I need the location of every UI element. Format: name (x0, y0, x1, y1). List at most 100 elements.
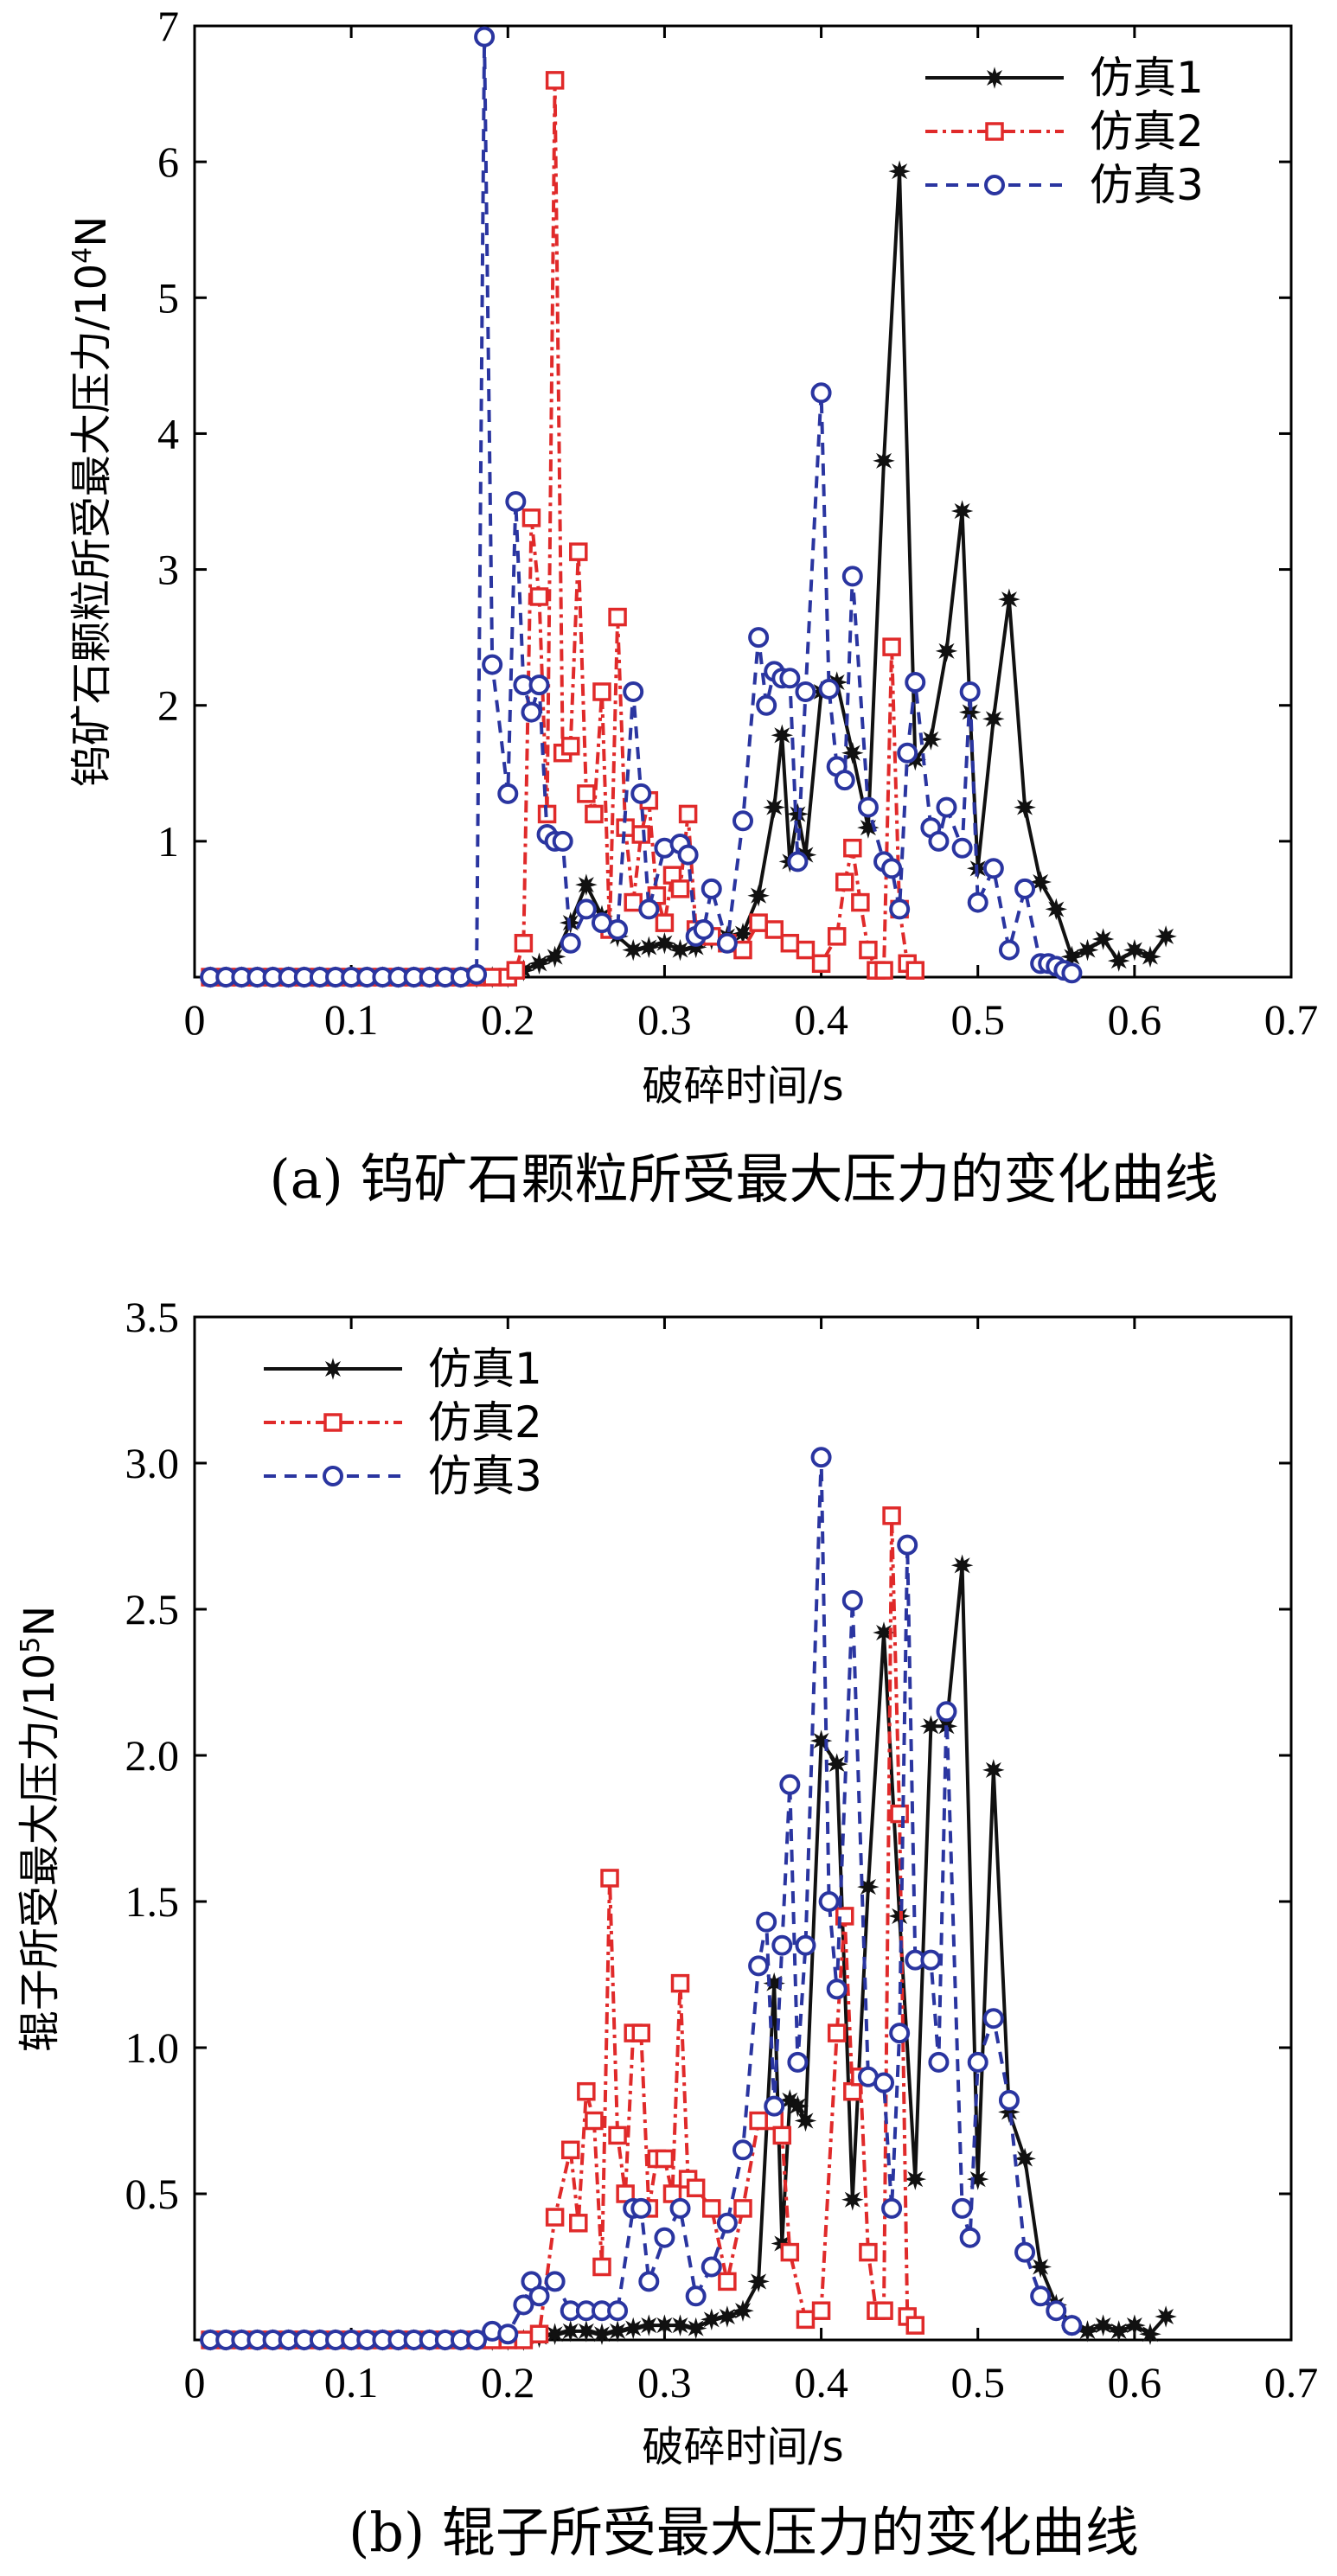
y-axis-label-b: 辊子所受最大压力/105N (16, 1606, 65, 2052)
data-point (841, 566, 863, 587)
x-tick-label: 0.5 (950, 2358, 1005, 2407)
data-point (747, 2270, 770, 2293)
y-axis-label-exp-a: 4 (67, 247, 98, 264)
data-point (668, 938, 692, 962)
legend-entry: 仿真3 (1090, 160, 1204, 210)
data-point (1091, 2314, 1115, 2336)
data-point (592, 682, 611, 701)
data-point (670, 879, 690, 898)
data-point (998, 588, 1020, 610)
data-point (827, 2023, 847, 2042)
data-point (591, 2323, 613, 2345)
data-point (577, 784, 596, 803)
data-point (622, 938, 644, 962)
data-point (881, 858, 903, 879)
data-point (622, 2317, 644, 2340)
y-tick-label: 2.5 (125, 1585, 180, 1633)
y-tick-label: 3.0 (125, 1439, 180, 1487)
data-point (592, 2257, 611, 2277)
data-point (882, 637, 901, 656)
series-group-b (199, 1447, 1177, 2351)
data-point (637, 2314, 661, 2336)
data-point (982, 858, 1004, 879)
data-point (700, 878, 722, 899)
data-point (841, 2189, 864, 2211)
data-point (748, 627, 770, 649)
data-point (585, 804, 604, 824)
data-point (1014, 2241, 1036, 2263)
data-point (514, 933, 534, 953)
x-axis-label-a: 破碎时间/s (642, 1062, 843, 1110)
data-point (1045, 898, 1068, 921)
data-point (670, 1973, 690, 1993)
legend-marker (322, 1358, 344, 1380)
data-point (1030, 2285, 1052, 2307)
data-point (764, 2095, 785, 2117)
legend-entry: 仿真2 (428, 1397, 542, 1448)
legend-entry: 仿真1 (1090, 53, 1204, 103)
data-point (521, 701, 542, 723)
x-tick-label: 0.4 (794, 2358, 848, 2407)
data-point (967, 892, 988, 913)
data-point (873, 2072, 895, 2093)
series-3 (200, 26, 1083, 988)
data-point (951, 2197, 973, 2219)
data-point (959, 681, 981, 702)
data-point (998, 2089, 1020, 2111)
data-point (857, 796, 879, 818)
data-point (859, 940, 878, 960)
data-point (780, 933, 800, 953)
data-point (795, 681, 816, 702)
data-point (859, 2242, 878, 2262)
data-point (982, 2008, 1004, 2029)
y-tick-label: 1.5 (125, 1877, 180, 1926)
axes-b: 0 0.1 0.2 0.3 0.4 0.5 0.6 0.7 0.5 1.0 1.5 2.0 2.5 3.0… (125, 1293, 1319, 2407)
data-point (497, 783, 519, 804)
data-point (716, 2212, 738, 2234)
caption-a: (a) 钨矿石颗粒所受最大压力的变化曲线 (269, 1147, 1218, 1211)
data-point (716, 2305, 739, 2328)
series-1 (199, 1554, 1177, 2351)
data-point (826, 1978, 848, 2000)
y-tick-label: 0.5 (125, 2170, 180, 2218)
data-point (483, 968, 502, 987)
data-point (653, 931, 676, 955)
plot-frame-b (193, 1315, 1293, 2342)
x-tick-label: 0.6 (1108, 2358, 1162, 2407)
data-point (607, 919, 629, 940)
data-point (552, 830, 573, 852)
data-point (811, 954, 831, 974)
y-axis-label-a: 钨矿石颗粒所受最大压力/104N (67, 216, 117, 787)
data-point (482, 654, 503, 675)
data-point (810, 1447, 832, 1468)
data-point (747, 884, 770, 907)
data-point (608, 2125, 627, 2145)
x-tick-label: 0.4 (794, 995, 848, 1044)
legend-entry: 仿真2 (1090, 106, 1204, 157)
data-point (825, 1753, 848, 1775)
data-point (569, 542, 588, 561)
x-tick-label: 0.7 (1264, 995, 1319, 1044)
x-tick-label: 0 (184, 2358, 206, 2407)
data-point (889, 898, 911, 920)
data-point (466, 2330, 488, 2350)
data-point (700, 2256, 722, 2278)
data-point (756, 1911, 777, 1933)
data-point (835, 873, 854, 892)
data-point (749, 913, 768, 932)
data-point (545, 2208, 565, 2227)
series-line (210, 1513, 917, 2342)
data-point (543, 945, 566, 968)
data-point (616, 2184, 635, 2203)
data-point (1123, 2314, 1146, 2336)
data-point (1061, 2315, 1083, 2336)
data-point (905, 961, 925, 980)
data-point (882, 1506, 901, 1525)
data-point (935, 640, 958, 662)
data-point (796, 2310, 816, 2330)
data-point (631, 825, 651, 844)
data-point (653, 2314, 676, 2336)
legend-entry: 仿真3 (428, 1451, 542, 1501)
data-point (928, 2051, 950, 2073)
